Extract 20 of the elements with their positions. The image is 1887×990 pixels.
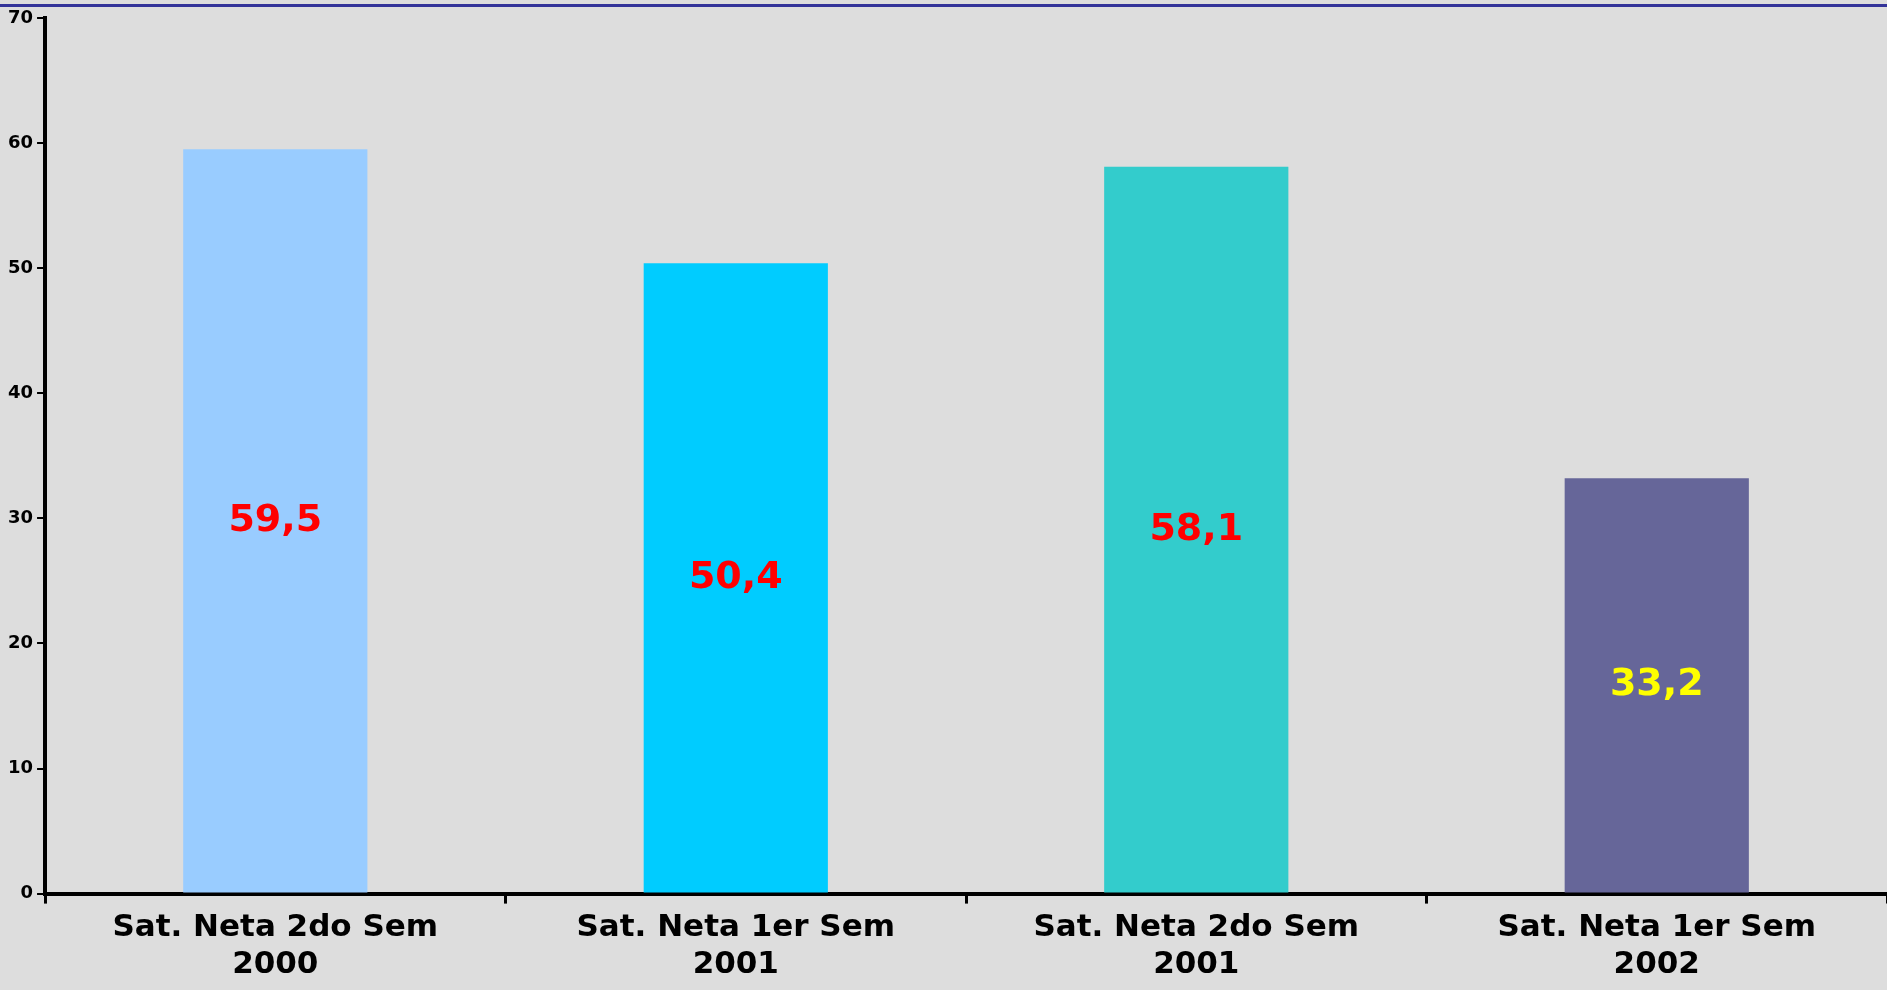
x-tick-label: Sat. Neta 2do Sem 2000 bbox=[112, 907, 439, 981]
y-tick-label: 30 bbox=[7, 506, 34, 528]
y-tick-label: 70 bbox=[7, 5, 34, 27]
data-label: 59,5 bbox=[228, 495, 323, 540]
bar bbox=[183, 149, 368, 893]
bar bbox=[1104, 166, 1289, 893]
y-tick-label: 10 bbox=[7, 756, 34, 778]
y-tick-label: 20 bbox=[7, 631, 34, 653]
x-tick-label: Sat. Neta 1er Sem 2002 bbox=[1497, 907, 1816, 981]
data-label: 33,2 bbox=[1609, 660, 1704, 705]
x-tick-label: Sat. Neta 2do Sem 2001 bbox=[1033, 907, 1360, 981]
bar bbox=[643, 263, 828, 893]
y-tick-label: 60 bbox=[7, 130, 34, 152]
y-tick-label: 50 bbox=[7, 255, 34, 277]
bar bbox=[1564, 478, 1749, 893]
y-tick-label: 0 bbox=[20, 881, 34, 903]
data-label: 50,4 bbox=[688, 552, 783, 597]
x-tick-label: Sat. Neta 1er Sem 2001 bbox=[576, 907, 896, 981]
data-label: 58,1 bbox=[1149, 504, 1244, 549]
y-tick-label: 40 bbox=[7, 380, 34, 402]
